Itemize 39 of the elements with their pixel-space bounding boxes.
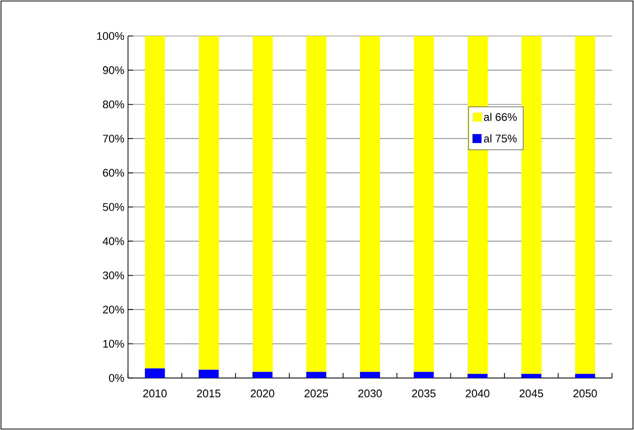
y-tick-label: 70%: [103, 134, 124, 142]
bar: [198, 370, 219, 378]
bar: [144, 368, 165, 378]
x-tick-label: 2035: [412, 390, 436, 398]
x-tick-label: 2020: [250, 390, 274, 398]
legend-label: al 75%: [484, 134, 517, 142]
x-tick-label: 2040: [466, 390, 490, 398]
bar: [414, 36, 434, 372]
y-tick-label: 20%: [103, 306, 124, 314]
bar: [575, 36, 596, 374]
bar: [521, 374, 542, 378]
y-tick-label: 60%: [103, 168, 124, 177]
bar: [575, 374, 596, 378]
x-tick-label: 2025: [304, 390, 328, 398]
bar: [144, 36, 165, 368]
bar: [252, 36, 272, 372]
y-tick-label: 50%: [102, 203, 124, 211]
bar: [306, 36, 326, 372]
y-tick-label: 100%: [97, 32, 124, 40]
legend-label: al 66%: [484, 112, 517, 121]
bar: [198, 36, 219, 370]
bar: [360, 372, 380, 378]
bar: [521, 36, 542, 374]
x-tick-label: 2045: [520, 390, 544, 398]
y-tick-label: 30%: [102, 272, 124, 280]
bar: [252, 372, 272, 378]
bar: [360, 36, 380, 372]
x-tick-label: 2010: [143, 390, 167, 398]
y-tick-label: 80%: [102, 100, 124, 108]
x-tick-label: 2050: [573, 390, 597, 398]
bar: [468, 374, 488, 378]
y-tick-label: 0%: [109, 374, 124, 382]
bar: [414, 372, 434, 378]
x-tick-label: 2015: [196, 390, 220, 398]
y-tick-label: 10%: [103, 340, 124, 348]
y-tick-label: 90%: [102, 66, 124, 74]
y-tick-label: 40%: [102, 237, 124, 246]
x-tick-label: 2030: [358, 390, 382, 398]
bar: [306, 372, 326, 378]
